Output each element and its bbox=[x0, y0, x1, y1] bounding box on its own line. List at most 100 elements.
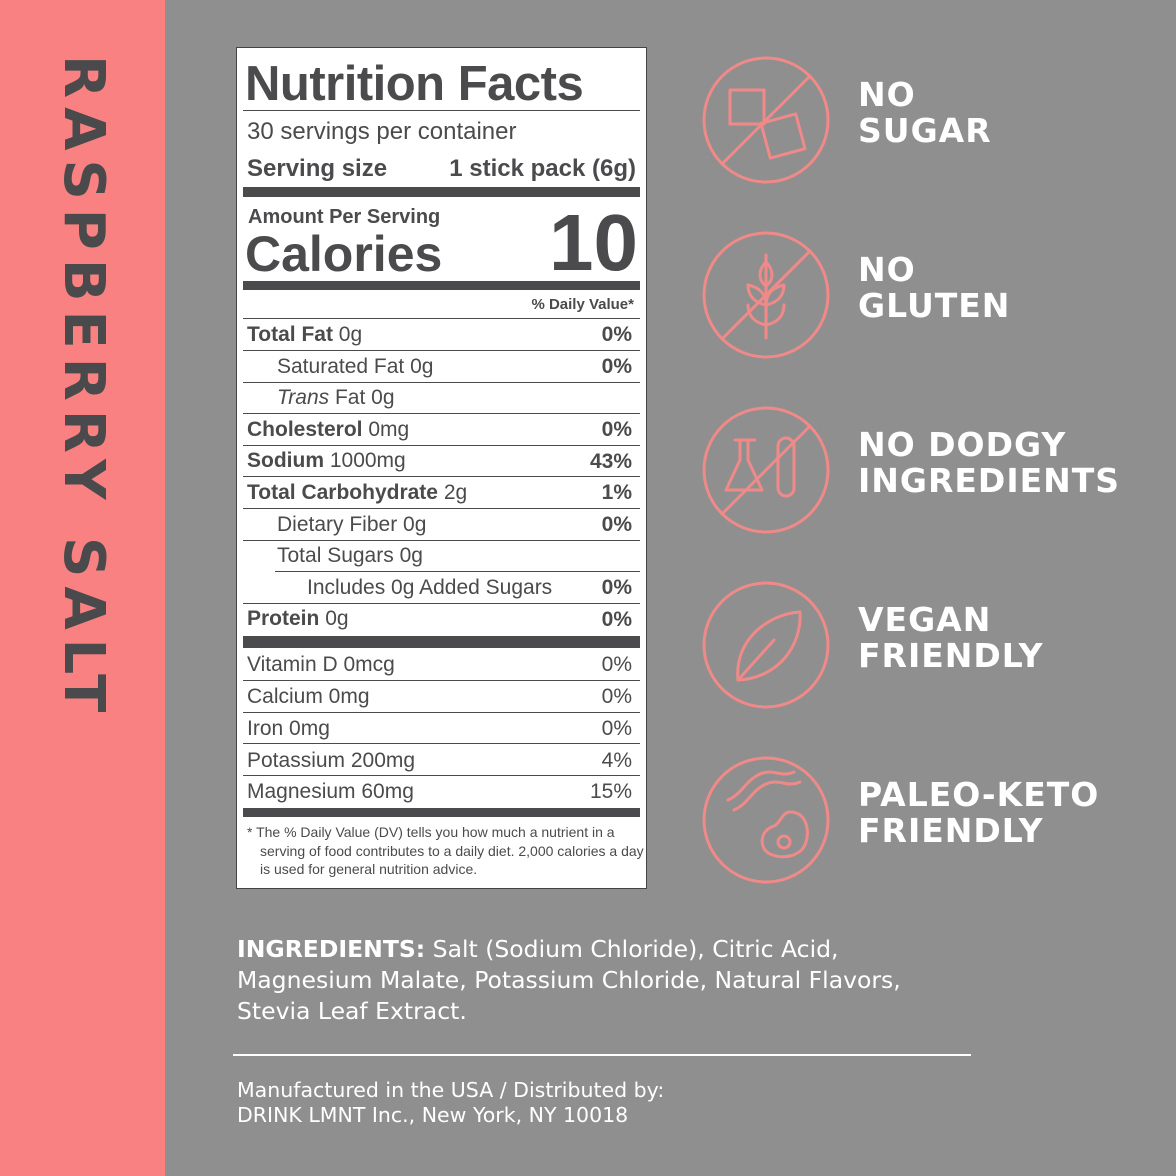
nutrient-name: Dietary Fiber bbox=[277, 512, 398, 536]
manufacturer-line: DRINK LMNT Inc., New York, NY 10018 bbox=[237, 1103, 629, 1127]
servings: 30 servings per container bbox=[247, 117, 517, 145]
icon-paleo-keto bbox=[702, 756, 830, 884]
claim: NO GLUTEN bbox=[858, 252, 1010, 324]
nutrient-name: Includes 0g Added Sugars bbox=[307, 575, 553, 599]
nutrient-row: Saturated Fat 0g bbox=[277, 354, 433, 379]
rule bbox=[243, 680, 640, 681]
rule bbox=[243, 775, 640, 777]
nutrient-dv: 0% bbox=[601, 576, 632, 600]
claim: NO SUGAR bbox=[858, 77, 992, 149]
nutrient-amount: 1000mg bbox=[329, 449, 406, 473]
rule bbox=[243, 808, 640, 817]
vitamin-name: Vitamin D 0mcg bbox=[247, 653, 395, 677]
claim-line: GLUTEN bbox=[858, 286, 1011, 325]
nutrient-name: Total Fat bbox=[247, 323, 333, 346]
rule bbox=[243, 602, 640, 604]
nutrient-dv: 0% bbox=[601, 355, 632, 378]
nutrient-dv: 0% bbox=[601, 513, 632, 536]
nutrient-dv: 0% bbox=[601, 418, 632, 442]
nutrient-amount: 2g bbox=[443, 481, 468, 504]
side-strip bbox=[0, 0, 165, 1176]
claim-line: VEGAN bbox=[858, 600, 992, 639]
nutrient-row: Dietary Fiber 0g bbox=[277, 512, 426, 537]
rule bbox=[243, 476, 640, 478]
nutrient-dv: 1% bbox=[601, 481, 632, 505]
daily-value-header: % Daily Value* bbox=[531, 296, 634, 313]
rule bbox=[243, 743, 640, 745]
rule bbox=[243, 711, 640, 713]
divider bbox=[233, 1054, 971, 1056]
claim-line: NO DODGY bbox=[858, 425, 1067, 464]
nutrient-name: Sodium bbox=[247, 449, 324, 473]
serving-size-label: Serving size bbox=[247, 154, 388, 182]
rule bbox=[243, 444, 640, 446]
vitamin-dv: 0% bbox=[601, 685, 632, 709]
manufacturer-line: Manufactured in the USA / Distributed by… bbox=[237, 1078, 665, 1102]
claim-line: NO bbox=[858, 75, 916, 114]
nutrient-row: Total Fat 0g bbox=[247, 322, 362, 347]
claim-line: FRIENDLY bbox=[858, 636, 1044, 675]
ingredients: INGREDIENTS: Salt (Sodium Chloride), Cit… bbox=[237, 934, 977, 1027]
nutrient-dv: 43% bbox=[589, 449, 632, 473]
calories-value: 10 bbox=[549, 198, 638, 287]
nutrient-amount: 0mg bbox=[368, 417, 410, 441]
serving-size-value: 1 stick pack (6g) bbox=[449, 154, 636, 182]
rule bbox=[243, 187, 640, 197]
nutrient-name: Fat bbox=[334, 386, 366, 410]
nutrient-row: Protein 0g bbox=[247, 606, 349, 631]
nutrient-name: Cholesterol bbox=[247, 417, 363, 441]
nutrient-row: Total Sugars 0g bbox=[277, 543, 423, 568]
rule bbox=[243, 381, 640, 383]
ingredients-label: INGREDIENTS: bbox=[237, 935, 426, 963]
vitamin-dv: 4% bbox=[601, 748, 632, 772]
icon-no-gluten bbox=[702, 231, 830, 359]
nutrient-amount: 0g bbox=[338, 323, 363, 346]
claim: NO DODGY INGREDIENTS bbox=[858, 427, 1120, 499]
nutrient-dv: 0% bbox=[601, 323, 632, 347]
ingredients-text: Salt (Sodium Chloride), Citric Acid, Mag… bbox=[237, 935, 901, 1025]
nutrient-row: Includes 0g Added Sugars bbox=[307, 575, 552, 600]
nutrient-row: Sodium 1000mg bbox=[247, 448, 406, 473]
rule bbox=[243, 350, 640, 351]
calories-label: Calories bbox=[245, 226, 443, 282]
rule bbox=[243, 110, 640, 111]
amount-per-serving: Amount Per Serving bbox=[248, 206, 441, 228]
nutrient-name: Total Carbohydrate bbox=[247, 481, 438, 504]
nf-title: Nutrition Facts bbox=[245, 56, 584, 111]
rule bbox=[243, 508, 640, 509]
claim: PALEO-KETO FRIENDLY bbox=[858, 777, 1099, 849]
vitamin-name: Potassium 200mg bbox=[247, 748, 416, 772]
vitamin-dv: 15% bbox=[589, 780, 632, 804]
nutrient-name: Protein bbox=[247, 607, 320, 631]
rule bbox=[275, 571, 640, 573]
icon-no-dodgy bbox=[702, 406, 830, 534]
claim-line: FRIENDLY bbox=[858, 811, 1044, 850]
icon-vegan bbox=[702, 581, 830, 709]
claim-line: PALEO-KETO bbox=[858, 775, 1100, 814]
nutrient-amount: 0g bbox=[325, 607, 349, 631]
rule bbox=[243, 636, 640, 648]
nutrient-amount: 0g bbox=[371, 386, 395, 410]
rule bbox=[243, 413, 640, 415]
nutrient-amount: 0g bbox=[403, 512, 427, 536]
nutrient-italic: Trans bbox=[277, 386, 330, 410]
nutrient-name: Saturated Fat bbox=[277, 354, 405, 378]
icon-no-sugar bbox=[702, 56, 830, 184]
vitamin-dv: 0% bbox=[601, 653, 632, 677]
nutrient-dv: 0% bbox=[601, 607, 632, 631]
vitamin-name: Iron 0mg bbox=[247, 716, 330, 740]
nutrient-row: Total Carbohydrate 2g bbox=[247, 480, 467, 505]
vitamin-dv: 0% bbox=[601, 716, 632, 740]
nutrient-row: Cholesterol 0mg bbox=[247, 417, 409, 442]
claim-line: NO bbox=[858, 250, 916, 289]
rule bbox=[243, 539, 640, 541]
claim-line: SUGAR bbox=[858, 111, 992, 150]
nutrient-amount: 0g bbox=[410, 354, 434, 378]
nutrient-amount: 0g bbox=[399, 544, 423, 568]
footnote: * The % Daily Value (DV) tells you how m… bbox=[247, 824, 644, 877]
vitamin-name: Calcium 0mg bbox=[247, 685, 370, 709]
nutrient-row: Trans Fat 0g bbox=[277, 385, 395, 410]
vitamin-name: Magnesium 60mg bbox=[247, 780, 414, 804]
